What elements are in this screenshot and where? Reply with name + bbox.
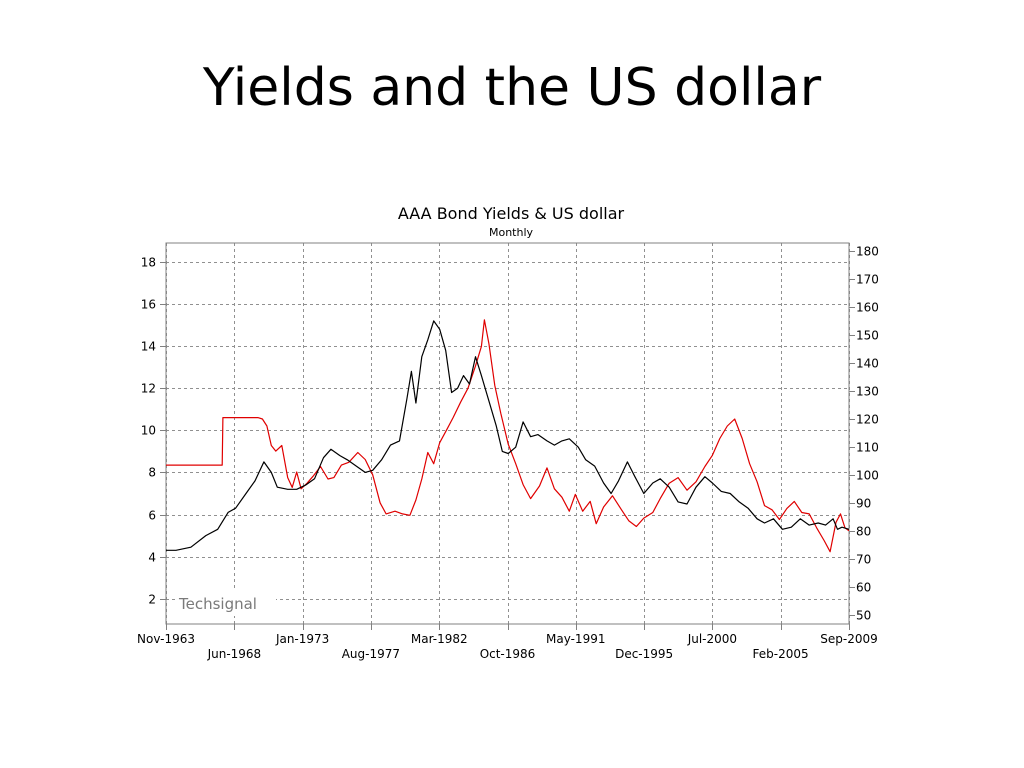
x-axis: Nov-1963 Jan-1973 Mar-1982 May-1991 Jul-2000… [137,624,878,661]
left-tick-label: 10 [141,424,156,438]
chart-subtitle: Monthly [489,226,534,239]
x-tick-label: Aug-1977 [342,647,400,661]
right-tick-label: 60 [856,581,871,595]
x-tick-label: Jun-1968 [207,647,262,661]
right-tick-label: 150 [856,329,879,343]
us-dollar-line [166,319,850,553]
right-y-axis: 50 60 70 80 90 100 110 120 130 140 150 160 170 180 [849,245,879,623]
bond-yield-line [166,320,850,551]
right-tick-label: 120 [856,413,879,427]
right-tick-label: 110 [856,441,879,455]
right-tick-label: 70 [856,553,871,567]
chart-title: AAA Bond Yields & US dollar [398,204,625,223]
left-y-axis: 2 4 6 8 10 12 14 16 18 [141,256,166,607]
right-tick-label: 180 [856,245,879,259]
x-tick-label: Oct-1986 [480,647,536,661]
slide-title: Yields and the US dollar [202,58,822,118]
right-tick-label: 50 [856,609,871,623]
left-tick-label: 6 [148,509,156,523]
x-tick-label: May-1991 [546,632,605,646]
watermark: Techsignal [178,595,257,613]
x-tick-label: Dec-1995 [615,647,673,661]
left-tick-label: 4 [148,551,156,565]
right-tick-label: 140 [856,357,879,371]
right-tick-label: 90 [856,497,871,511]
x-tick-label: Sep-2009 [820,632,878,646]
plot-frame [165,242,850,625]
left-tick-label: 12 [141,382,156,396]
right-tick-label: 170 [856,273,879,287]
watermark-background [176,590,276,616]
right-tick-label: 80 [856,525,871,539]
left-tick-label: 2 [148,593,156,607]
x-tick-label: Mar-1982 [411,632,468,646]
right-tick-label: 130 [856,385,879,399]
x-tick-label: Nov-1963 [137,632,195,646]
left-tick-label: 18 [141,256,156,270]
x-tick-label: Jan-1973 [275,632,329,646]
x-tick-label: Feb-2005 [753,647,809,661]
right-tick-label: 100 [856,469,879,483]
left-tick-label: 16 [141,298,156,312]
x-tick-label: Jul-2000 [687,632,737,646]
right-tick-label: 160 [856,301,879,315]
left-tick-label: 8 [148,466,156,480]
series-lines [166,319,850,553]
left-tick-label: 14 [141,340,156,354]
